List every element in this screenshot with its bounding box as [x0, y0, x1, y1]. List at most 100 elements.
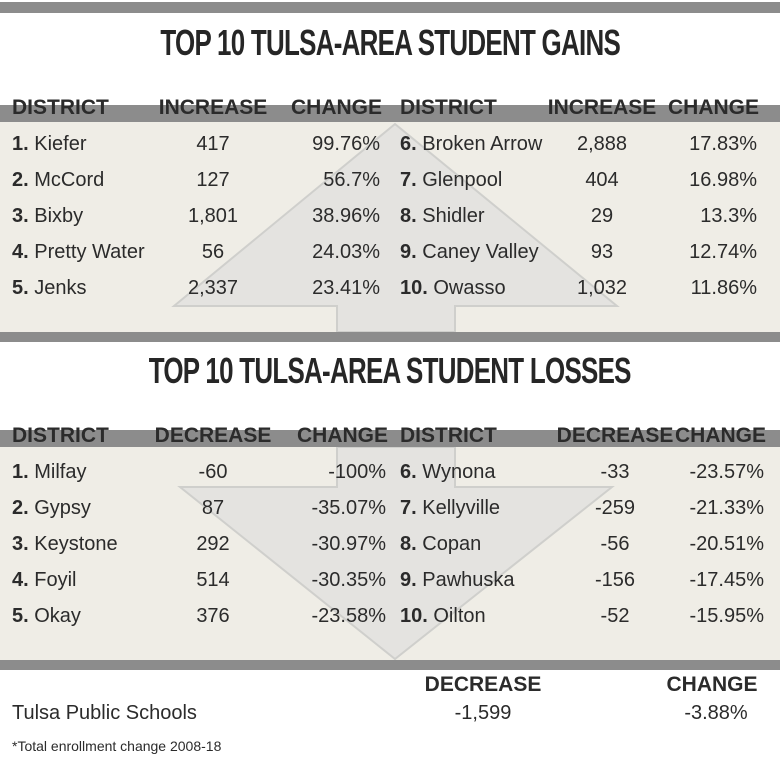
district-name: 5. Okay	[12, 604, 81, 628]
rank: 3.	[12, 205, 29, 227]
amount-value: 376	[196, 605, 230, 627]
rank: 6.	[400, 133, 417, 155]
district-label: Foyil	[34, 569, 77, 591]
rank: 1.	[12, 133, 29, 155]
amount-value: 514	[196, 569, 230, 591]
district-label: Owasso	[433, 277, 506, 299]
footnote: *Total enrollment change 2008-18	[12, 738, 222, 754]
district-label: Kellyville	[422, 497, 501, 519]
district-name: 4. Foyil	[12, 568, 76, 592]
change-value: 12.74%	[689, 241, 757, 263]
rank: 4.	[12, 569, 29, 591]
header-amount: INCREASE	[158, 96, 268, 119]
top-rule	[0, 2, 780, 13]
rank: 8.	[400, 205, 417, 227]
rank: 6.	[400, 461, 417, 483]
district-name: 6. Broken Arrow	[400, 132, 542, 156]
header-district: DISTRICT	[12, 424, 109, 447]
district-label: Shidler	[422, 205, 485, 227]
district-name: 3. Bixby	[12, 204, 83, 228]
amount-value: 87	[201, 497, 225, 519]
district-name: 5. Jenks	[12, 276, 87, 300]
up-arrow-icon	[171, 122, 620, 332]
rank: 10.	[400, 277, 428, 299]
change-value: -17.45%	[689, 569, 765, 591]
change-value: -20.51%	[689, 533, 765, 555]
rank: 2.	[12, 169, 29, 191]
district-label: Jenks	[34, 277, 87, 299]
district-name: 4. Pretty Water	[12, 240, 145, 264]
district-name: 6. Wynona	[400, 460, 495, 484]
district-name: 8. Shidler	[400, 204, 485, 228]
change-value: -30.35%	[311, 569, 387, 591]
header-change: CHANGE	[290, 96, 382, 119]
summary-district: Tulsa Public Schools	[12, 702, 197, 724]
amount-value: 56	[201, 241, 225, 263]
change-value: 16.98%	[689, 169, 757, 191]
header-amount: DECREASE	[556, 424, 674, 447]
rank: 5.	[12, 605, 29, 627]
summary-decrease: -1,599	[454, 702, 512, 724]
district-name: 7. Kellyville	[400, 496, 500, 520]
header-amount: INCREASE	[547, 96, 657, 119]
district-name: 7. Glenpool	[400, 168, 502, 192]
down-arrow-icon	[177, 447, 615, 660]
district-name: 8. Copan	[400, 532, 481, 556]
district-label: Wynona	[422, 461, 496, 483]
summary-header-change: CHANGE	[666, 673, 758, 696]
change-value: 11.86%	[690, 277, 757, 299]
header-change: CHANGE	[667, 96, 759, 119]
rule	[0, 430, 780, 447]
amount-value: -259	[594, 497, 636, 519]
district-label: Pawhuska	[422, 569, 515, 591]
district-label: McCord	[34, 169, 105, 191]
amount-value: 417	[196, 133, 230, 155]
rank: 7.	[400, 497, 417, 519]
district-label: Bixby	[34, 205, 84, 227]
amount-value: 1,801	[187, 205, 239, 227]
rank: 8.	[400, 533, 417, 555]
amount-value: 93	[590, 241, 614, 263]
change-value: 24.03%	[312, 241, 380, 263]
change-value: -15.95%	[689, 605, 765, 627]
district-label: Milfay	[34, 461, 87, 483]
amount-value: -60	[198, 461, 228, 483]
rule	[0, 332, 780, 342]
header-district: DISTRICT	[400, 96, 497, 119]
district-label: Kiefer	[34, 133, 87, 155]
district-name: 3. Keystone	[12, 532, 118, 556]
rank: 10.	[400, 605, 428, 627]
district-name: 1. Kiefer	[12, 132, 87, 156]
district-label: Caney Valley	[422, 241, 539, 263]
amount-value: -56	[600, 533, 630, 555]
losses-title: TOP 10 TULSA-AREA STUDENT LOSSES	[149, 350, 632, 391]
header-change: CHANGE	[296, 424, 388, 447]
summary-change: -3.88%	[684, 702, 748, 724]
amount-value: 292	[196, 533, 230, 555]
district-label: Broken Arrow	[422, 133, 543, 155]
district-label: Glenpool	[422, 169, 503, 191]
district-label: Keystone	[34, 533, 118, 555]
rank: 5.	[12, 277, 29, 299]
district-label: Okay	[34, 605, 81, 627]
header-district: DISTRICT	[400, 424, 497, 447]
change-value: 56.7%	[323, 169, 380, 191]
district-label: Oilton	[433, 605, 486, 627]
gains-title: TOP 10 TULSA-AREA STUDENT GAINS	[160, 22, 620, 63]
change-value: -23.58%	[311, 605, 387, 627]
district-name: 2. Gypsy	[12, 496, 91, 520]
rank: 1.	[12, 461, 29, 483]
rank: 9.	[400, 569, 417, 591]
district-name: 2. McCord	[12, 168, 104, 192]
change-value: -30.97%	[311, 533, 387, 555]
change-value: 13.3%	[700, 205, 757, 227]
district-name: 1. Milfay	[12, 460, 86, 484]
rank: 4.	[12, 241, 29, 263]
amount-value: 29	[590, 205, 614, 227]
rank: 2.	[12, 497, 29, 519]
change-value: -100%	[328, 461, 386, 483]
rank: 3.	[12, 533, 29, 555]
amount-value: -156	[594, 569, 636, 591]
rule	[0, 660, 780, 670]
district-label: Pretty Water	[34, 241, 145, 263]
